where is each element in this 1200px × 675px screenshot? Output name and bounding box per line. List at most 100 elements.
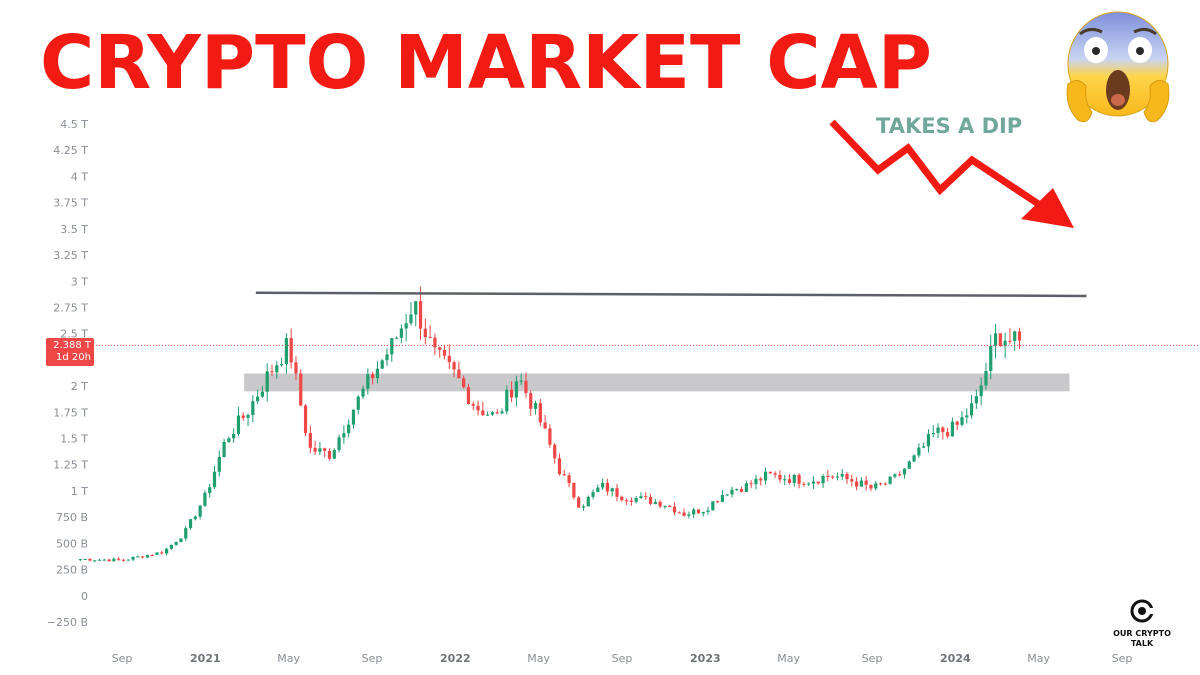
candle-body [912,455,916,462]
x-tick-label: 2024 [940,652,971,665]
candle-body [260,391,265,397]
candle-body [553,444,557,459]
candle-body [936,427,940,433]
y-tick-label: 1.5 T [60,433,88,446]
x-tick-label: 2022 [440,652,471,665]
candle-body [749,483,753,485]
candle-body [648,496,653,504]
candle-body [93,560,97,562]
candle-body [529,393,533,409]
candle-body [620,496,624,501]
candle-body [668,505,672,507]
candle-body [610,488,614,492]
candle-body [826,475,830,477]
candle-body [275,365,279,373]
candle-body [931,432,935,435]
candle-body [624,500,629,502]
candle-body [615,488,619,497]
y-tick-label: 2 T [71,380,88,393]
candle-body [969,403,974,416]
candle-body [984,370,988,386]
candle-body [184,528,188,539]
candle-body [423,328,427,338]
candle-body [150,555,154,557]
candle-body [155,552,159,556]
candle-body [418,301,423,329]
candle-body [313,447,317,452]
candle-body [447,355,451,363]
candle-body [831,476,835,478]
candle-body [361,388,365,397]
candle-body [672,506,677,513]
candle-body [941,427,945,433]
candle-body [658,501,662,507]
candle-body [543,422,547,429]
y-tick-label: 1.25 T [53,459,88,472]
candle-body [716,501,720,503]
candle-body [744,483,748,492]
candle-body [193,516,197,520]
candle-body [265,371,269,392]
candle-body [88,559,92,561]
candle-body [634,498,638,502]
candle-body [136,556,140,558]
candle-body [241,415,245,418]
candle-body [481,410,485,416]
candle-body [404,323,408,329]
candle-body [663,505,667,507]
candle-body [711,501,715,511]
candle-body [356,396,360,410]
candle-body [390,338,394,355]
candle-body [217,456,221,472]
candle-body [926,434,931,447]
candle-body [577,497,581,508]
candle-body [739,489,744,492]
candle-body [1003,340,1007,346]
x-axis: Sep 2021 May Sep 2022 May Sep 2023 May Sep 2024 May… [112,652,1133,665]
candle-body [457,369,461,379]
support-zone [244,373,1070,392]
candle-body [279,363,284,366]
candle-body [256,396,260,402]
candle-body [514,381,518,398]
candle-body [735,489,739,491]
candle-body [375,368,380,379]
candle-body [878,483,883,485]
candle-body [500,411,504,414]
candle-body [179,538,183,543]
candle-body [639,496,643,499]
candle-body [955,421,959,425]
candle-body [131,556,135,560]
candle-body [557,458,562,475]
candle-body [203,492,207,506]
candle-body [409,314,413,324]
candle-body [385,354,389,361]
candle-body [874,483,878,489]
candle-body [596,487,600,493]
candle-body [145,555,150,558]
candle-body [308,433,312,448]
candle-body [284,338,288,364]
candle-body [854,481,859,487]
candle-body [591,492,595,497]
y-tick-label: 250 B [56,564,88,577]
candle-body [993,333,998,346]
candlestick-series [78,286,1022,563]
candle-body [97,559,102,561]
candle-body [371,374,375,379]
our-crypto-talk-logo-icon [1130,599,1154,623]
candle-body [433,337,437,348]
x-tick-label: 2021 [190,652,221,665]
resistance-line [255,291,1087,298]
candle-body [294,362,298,374]
candle-body [538,403,542,423]
candle-body [337,437,341,451]
candle-body [227,438,231,442]
x-tick-label: Sep [612,652,633,665]
x-tick-label: May [777,652,800,665]
current-price-value: 2.388 T [53,340,91,351]
dip-annotation: TAKES A DIP [876,114,1023,138]
candle-body [816,481,820,484]
candle-body [1017,331,1022,341]
candle-body [380,360,384,369]
